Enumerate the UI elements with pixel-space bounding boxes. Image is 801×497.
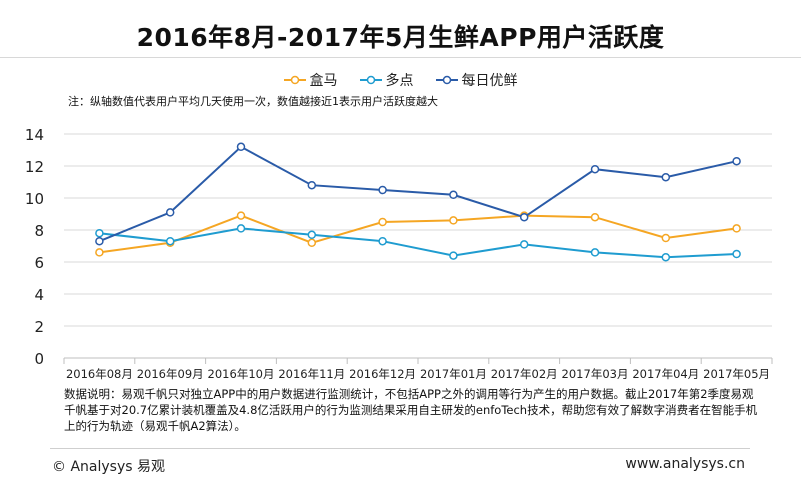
data-point-s0-8 — [661, 233, 671, 243]
footer-divider — [50, 448, 750, 449]
legend-swatch-duodian — [359, 75, 382, 85]
data-point-s1-3 — [307, 230, 317, 240]
y-tick-label: 6 — [34, 254, 44, 272]
data-point-s1-0 — [95, 228, 104, 238]
legend-label-meiriyouxian: 每日优鲜 — [461, 73, 518, 89]
data-point-s0-0 — [95, 248, 104, 257]
legend-label-duodian: 多点 — [385, 73, 414, 89]
data-point-s2-7 — [590, 164, 600, 174]
x-tick-label: 2017年03月 — [562, 367, 629, 381]
data-point-s2-0 — [95, 236, 104, 246]
x-tick-label: 2017年01月 — [420, 367, 487, 381]
y-tick-label: 4 — [34, 286, 44, 304]
y-tick-label: 2 — [34, 318, 44, 336]
series-line-0 — [99, 214, 737, 254]
legend-swatch-meiriyouxian — [435, 75, 458, 85]
x-tick-label: 2016年10月 — [208, 367, 275, 381]
data-point-s0-7 — [590, 212, 600, 222]
legend-label-hema: 盒马 — [309, 73, 338, 89]
data-point-s1-4 — [378, 236, 387, 246]
legend-item-meiriyouxian: 每日优鲜 — [435, 70, 518, 90]
data-point-s2-8 — [661, 172, 671, 182]
data-point-s1-2 — [236, 224, 246, 233]
x-tick-label: 2017年04月 — [632, 367, 699, 381]
website-url: www.analysys.cn — [625, 456, 745, 472]
data-point-s2-3 — [307, 180, 317, 190]
x-tick-label: 2016年11月 — [278, 367, 345, 381]
y-tick-label: 12 — [25, 158, 44, 176]
legend-item-hema: 盒马 — [283, 70, 338, 90]
y-tick-label: 10 — [25, 190, 44, 208]
copyright: © Analysys 易观 — [52, 459, 165, 475]
x-tick-label: 2017年02月 — [491, 367, 558, 381]
data-point-s2-9 — [732, 156, 741, 166]
data-point-s0-3 — [307, 238, 317, 248]
chart-note: 注：纵轴数值代表用户平均几天使用一次，数值越接近1表示用户活跃度越大 — [68, 95, 438, 108]
x-tick-label: 2016年09月 — [137, 367, 204, 381]
data-point-s1-5 — [449, 251, 458, 260]
data-point-s2-2 — [236, 142, 246, 152]
x-tick-label: 2017年05月 — [703, 367, 770, 381]
data-point-s2-5 — [449, 190, 458, 200]
data-point-s0-4 — [378, 217, 387, 227]
x-tick-label: 2016年08月 — [66, 367, 133, 381]
y-tick-label: 14 — [25, 126, 44, 144]
data-point-s0-9 — [732, 224, 741, 233]
title-divider — [0, 57, 801, 58]
y-tick-label: 8 — [34, 222, 44, 240]
data-point-s1-7 — [590, 248, 600, 257]
series-line-1 — [99, 227, 737, 259]
data-point-s2-6 — [519, 212, 529, 222]
data-point-s2-1 — [165, 208, 175, 217]
data-description: 数据说明：易观千帆只对独立APP中的用户数据进行监测统计，不包括APP之外的调用… — [64, 387, 758, 433]
x-tick-label: 2016年12月 — [349, 367, 416, 381]
data-point-s1-1 — [165, 236, 175, 246]
data-point-s1-9 — [732, 249, 741, 259]
data-point-s1-8 — [661, 252, 671, 262]
data-point-s1-6 — [519, 240, 529, 249]
data-point-s0-2 — [236, 211, 246, 220]
data-point-s2-4 — [378, 185, 387, 195]
legend-swatch-hema — [283, 75, 306, 85]
series-line-2 — [99, 145, 737, 243]
legend-item-duodian: 多点 — [359, 70, 414, 90]
chart-title: 2016年8月-2017年5月生鲜APP用户活跃度 — [136, 23, 665, 52]
y-tick-label: 0 — [34, 350, 44, 368]
legend: 盒马 多点 每日优鲜 — [0, 70, 801, 90]
data-point-s0-5 — [449, 216, 458, 225]
